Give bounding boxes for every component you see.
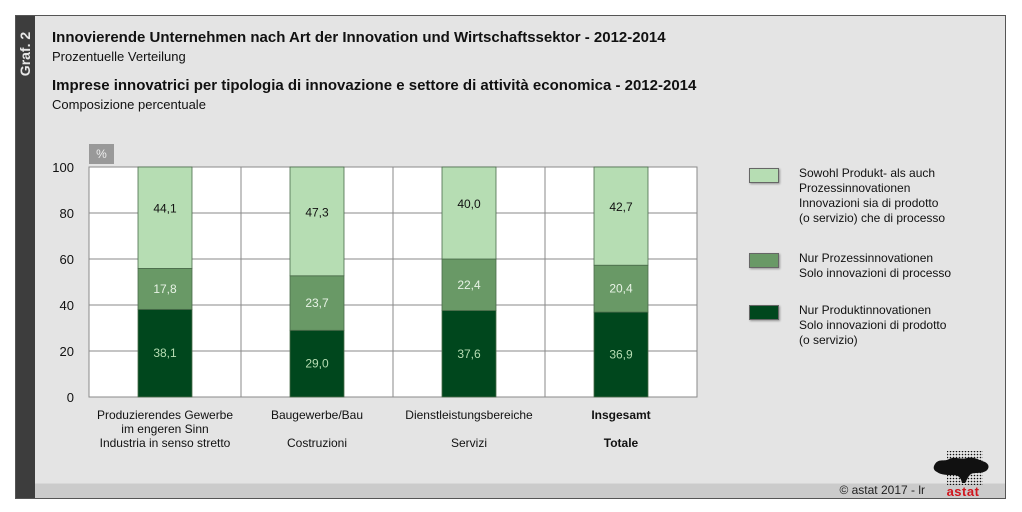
x-category-label-it: Servizi: [450, 436, 487, 450]
side-strip: Graf. 2: [16, 16, 35, 498]
subtitle-it: Composizione percentuale: [52, 97, 206, 112]
x-category-label: Insgesamt Totale: [541, 408, 701, 450]
label-line: Dienstleistungsbereiche: [405, 408, 533, 422]
chart-frame: Graf. 2 Innovierende Unternehmen nach Ar…: [15, 15, 1006, 499]
data-label: 36,9: [609, 348, 633, 362]
astat-logo: astat: [931, 450, 993, 498]
x-category-label: Dienstleistungsbereiche Servizi: [389, 408, 549, 450]
x-category-label-it: Totale: [603, 436, 639, 450]
data-label: 20,4: [609, 282, 633, 296]
bar-segment-product: [441, 310, 497, 398]
legend-line: Solo innovazioni di processo: [799, 266, 952, 280]
title-it: Imprese innovatrici per tipologia di inn…: [52, 77, 697, 94]
bar-segment-both: [441, 166, 497, 260]
y-tick-label: 40: [60, 298, 74, 313]
legend-line: Innovazioni sia di prodotto: [799, 196, 939, 210]
data-label: 37,6: [457, 347, 481, 361]
label-line: Insgesamt: [591, 408, 651, 422]
bar-segment-both: [289, 166, 345, 277]
y-axis: 0 20 40 60 80 100: [52, 160, 74, 405]
bars: 38,1 17,8 44,1 29,0 23,7 47,3 37,6 22,4 40,0 36,9…: [137, 166, 649, 398]
legend-line: Prozessinnovationen: [799, 181, 911, 195]
bar-segment-process: [593, 264, 649, 313]
x-category-label-it: Industria in senso stretto: [99, 436, 231, 450]
bar-segment-process: [441, 258, 497, 311]
unit-label: %: [89, 144, 114, 164]
x-category-label-de: Baugewerbe/Bau: [237, 408, 397, 436]
label-line: Produzierendes Gewerbe: [96, 408, 234, 422]
bar-segment-product: [137, 308, 193, 398]
data-label: 29,0: [305, 357, 329, 371]
legend-label-product: Nur Produktinnovationen Solo innovazioni…: [799, 303, 989, 348]
copyright-text: © astat 2017 - lr: [839, 483, 925, 497]
title-de: Innovierende Unternehmen nach Art der In…: [52, 29, 666, 46]
legend-swatch-product: [749, 305, 779, 320]
x-category-label-de: Dienstleistungsbereiche: [389, 408, 549, 436]
y-tick-label: 60: [60, 252, 74, 267]
data-label: 47,3: [305, 205, 329, 219]
logo-wordmark: astat: [946, 484, 980, 499]
legend-label-both: Sowohl Produkt- als auch Prozessinnovati…: [799, 166, 989, 226]
legend-line: Nur Prozessinnovationen: [799, 251, 934, 265]
x-category-label-de: Insgesamt: [541, 408, 701, 436]
label-line: im engeren Sinn: [121, 422, 209, 436]
x-category-label: Baugewerbe/Bau Costruzioni: [237, 408, 397, 450]
x-category-label: Produzierendes Gewerbe im engeren Sinn Ind…: [85, 408, 245, 450]
legend-swatch-both: [749, 168, 779, 183]
x-category-label-it: Costruzioni: [286, 436, 348, 450]
legend-line: (o servizio): [799, 333, 858, 347]
bar-segment-process: [289, 275, 345, 331]
bar-segment-both: [137, 166, 193, 269]
data-label: 44,1: [153, 202, 177, 216]
legend-line: Nur Produktinnovationen: [799, 303, 932, 317]
data-label: 38,1: [153, 346, 177, 360]
footer-strip: © astat 2017 - lr: [35, 483, 1005, 498]
legend-line: Sowohl Produkt- als auch: [799, 166, 936, 180]
y-tick-label: 100: [52, 160, 74, 175]
label-line: Baugewerbe/Bau: [270, 408, 364, 422]
bar-segment-product: [289, 329, 345, 398]
y-tick-label: 20: [60, 344, 74, 359]
legend-swatch-process: [749, 253, 779, 268]
legend-line: Solo innovazioni di prodotto: [799, 318, 947, 332]
data-label: 23,7: [305, 296, 329, 310]
y-tick-label: 0: [67, 390, 74, 405]
data-label: 17,8: [153, 282, 177, 296]
data-label: 42,7: [609, 200, 633, 214]
bar-segment-both: [593, 166, 649, 266]
y-tick-label: 80: [60, 206, 74, 221]
legend-line: (o servizio) che di processo: [799, 211, 946, 225]
data-label: 40,0: [457, 197, 481, 211]
subtitle-de: Prozentuelle Verteilung: [52, 49, 186, 64]
x-category-label-de: Produzierendes Gewerbe im engeren Sinn: [85, 408, 245, 436]
legend-label-process: Nur Prozessinnovationen Solo innovazioni…: [799, 251, 989, 281]
data-label: 22,4: [457, 278, 481, 292]
south-tyrol-map-icon: [933, 451, 989, 485]
